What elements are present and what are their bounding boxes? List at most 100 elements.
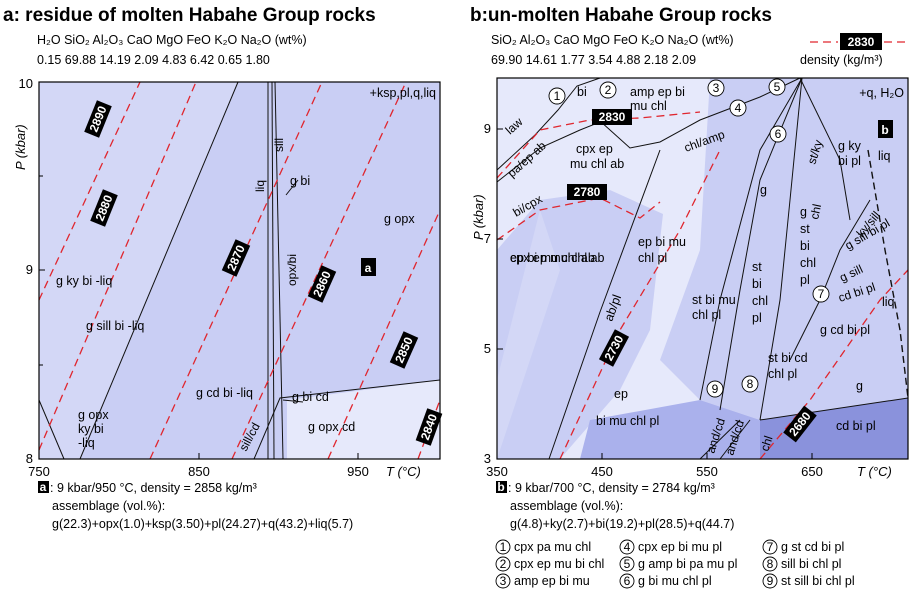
panel-a-y-tick-label: 9	[26, 262, 33, 277]
svg-text:7: 7	[767, 540, 774, 554]
field-label: g ky bi -liq	[56, 274, 112, 288]
field-label-g-st-bi-chl-pl: g st bi chl pl	[800, 205, 816, 287]
svg-text:2830: 2830	[599, 110, 626, 124]
boundary-label: liq	[878, 149, 891, 163]
svg-text:a: a	[365, 261, 372, 275]
panel-b-legend: 2830 density (kg/m³)	[800, 33, 905, 67]
field-label-cpx-ep-mu-chl-ab: cpx ep mu chl ab	[570, 142, 624, 171]
caption-line: : 9 kbar/950 °C, density = 2858 kg/m³	[50, 481, 257, 495]
panel-b-excess-phases: +q, H₂O	[859, 86, 904, 100]
panel-a-boundary	[271, 81, 275, 460]
field-label-line: -liq	[78, 436, 95, 450]
boundary-label: sill	[272, 138, 286, 152]
svg-text:6: 6	[624, 574, 631, 588]
panel-b-x-tick-label: 350	[486, 464, 508, 479]
panel-b-field-darkest	[760, 398, 908, 459]
svg-text:9: 9	[767, 574, 774, 588]
svg-text:cpx pa mu chl: cpx pa mu chl	[514, 540, 591, 554]
field-label: cd bi pl	[836, 419, 876, 433]
field-label-g-ky-bi-pl: g ky bi pl	[838, 139, 862, 168]
panel-b: b:un-molten Habahe Group rocks SiO₂ Al₂O…	[470, 5, 909, 589]
svg-text:8: 8	[767, 557, 774, 571]
panel-a-oxide-values: 0.15 69.88 14.19 2.09 4.83 6.42 0.65 1.8…	[37, 53, 270, 67]
panel-a-y-tick-label: 8	[26, 451, 33, 466]
panel-b-caption: b : 9 kbar/700 °C, density = 2784 kg/m³ …	[496, 480, 734, 531]
isopleth-label-2780: 2780	[567, 184, 607, 200]
key-item-1: 1 cpx pa mu chl	[495, 539, 591, 555]
svg-text:cpx ep bi mu pl: cpx ep bi mu pl	[638, 540, 722, 554]
panel-b-boundary	[699, 77, 803, 401]
isopleth-2860-line	[231, 81, 407, 460]
caption-marker	[496, 481, 507, 493]
svg-text:9: 9	[712, 382, 719, 396]
panel-a-y-axis-label: P (kbar)	[13, 124, 28, 170]
panel-a-boundary	[274, 81, 284, 460]
panel-b-boundary	[548, 149, 661, 460]
panel-b-field-light	[497, 210, 560, 459]
caption-marker	[38, 481, 49, 493]
panel-a-oxide-header: H₂O SiO₂ Al₂O₃ CaO MgO FeO K₂O Na₂O (wt%…	[37, 33, 307, 47]
field-label-line: bi	[800, 239, 810, 253]
field-label-st-bi-mu-chl-pl: st bi mu chl pl	[692, 293, 736, 322]
panel-b-boundary	[719, 419, 751, 460]
svg-text:b: b	[881, 123, 888, 137]
legend-value: 2830	[848, 35, 875, 49]
panel-b-title: b:un-molten Habahe Group rocks	[470, 5, 772, 26]
svg-text:cpx ep mu bi chl: cpx ep mu bi chl	[514, 557, 604, 571]
svg-text:g st cd bi pl: g st cd bi pl	[781, 540, 844, 554]
field-label-ep-bi-mu-chl-pl: ep bi mu chl pl	[638, 235, 686, 265]
key-item-4: 4 cpx ep bi mu pl	[619, 539, 722, 555]
key-item-3: 3 amp ep bi mu	[495, 573, 590, 589]
panel-a-x-tick-label: 950	[347, 464, 369, 479]
panel-a: a: residue of molten Habahe Group rocks …	[3, 5, 443, 531]
field-label-st-bi-cd-chl-pl: st bi cd chl pl	[768, 351, 808, 381]
numbered-field-9: 9	[706, 380, 724, 398]
panel-b-key: 1 cpx pa mu chl 2 cpx ep mu bi chl 3 amp…	[495, 539, 855, 589]
svg-text:4: 4	[735, 101, 742, 115]
panel-b-boundary	[496, 77, 601, 171]
isopleth-2880-line	[38, 81, 197, 451]
panel-b-y-tick-label: 7	[484, 231, 491, 246]
numbered-field-8: 8	[741, 375, 759, 393]
svg-text:g amp bi pa mu pl: g amp bi pa mu pl	[638, 557, 737, 571]
field-label: g	[856, 379, 863, 393]
key-item-2: 2 cpx ep mu bi chl	[495, 556, 604, 572]
caption-line: g(4.8)+ky(2.7)+bi(19.2)+pl(28.5)+q(44.7)	[510, 517, 734, 531]
field-label-line: pl	[800, 273, 810, 287]
caption-marker-text: a	[40, 480, 47, 494]
panel-a-title: a: residue of molten Habahe Group rocks	[3, 5, 376, 26]
field-label-st-bi-chl-pl: st bi chl pl	[752, 260, 768, 325]
key-item-5: 5 g amp bi pa mu pl	[619, 556, 737, 572]
boundary-label: chl	[758, 434, 776, 453]
panel-a-opx-ky-field-label: g opx ky bi -liq	[78, 408, 109, 450]
field-label-amp-ep-bi-mu-chl: amp ep bi mu chl	[630, 85, 685, 113]
panel-b-x-axis-label: T (°C)	[857, 464, 892, 479]
panel-b-oxide-values: 69.90 14.61 1.77 3.54 4.88 2.18 2.09	[491, 53, 696, 67]
isopleth-2870-line	[149, 81, 323, 460]
field-label: cpx ep mu chl ab	[510, 251, 605, 265]
panel-a-boundary	[285, 179, 299, 196]
panel-b-boundary	[599, 77, 801, 149]
caption-line: g(22.3)+opx(1.0)+ksp(3.50)+pl(24.27)+q(4…	[52, 517, 353, 531]
field-label: g bi cd	[292, 390, 329, 404]
numbered-field-7: 7	[812, 285, 830, 303]
field-label-line: st bi cd	[768, 351, 808, 365]
key-item-7: 7 g st cd bi pl	[762, 539, 844, 555]
panel-b-boundary	[799, 77, 851, 221]
field-label-line: mu chl	[630, 99, 667, 113]
field-label-line: bi pl	[838, 154, 861, 168]
svg-text:5: 5	[624, 557, 631, 571]
panel-b-y-tick-label: 9	[484, 121, 491, 136]
numbered-field-5: 5	[768, 78, 786, 96]
field-label-line: ky bi	[78, 422, 104, 436]
panel-b-y-tick-label: 3	[484, 451, 491, 466]
field-label-line: st	[800, 222, 810, 236]
key-item-6: 6 g bi mu chl pl	[619, 573, 712, 589]
field-label: g opx cd	[308, 420, 355, 434]
field-label-line: chl pl	[768, 367, 797, 381]
caption-marker-text: b	[497, 480, 504, 494]
svg-text:amp ep bi mu: amp ep bi mu	[514, 574, 590, 588]
isopleth-2730-line	[559, 149, 721, 460]
field-label-line: chl pl	[692, 308, 721, 322]
